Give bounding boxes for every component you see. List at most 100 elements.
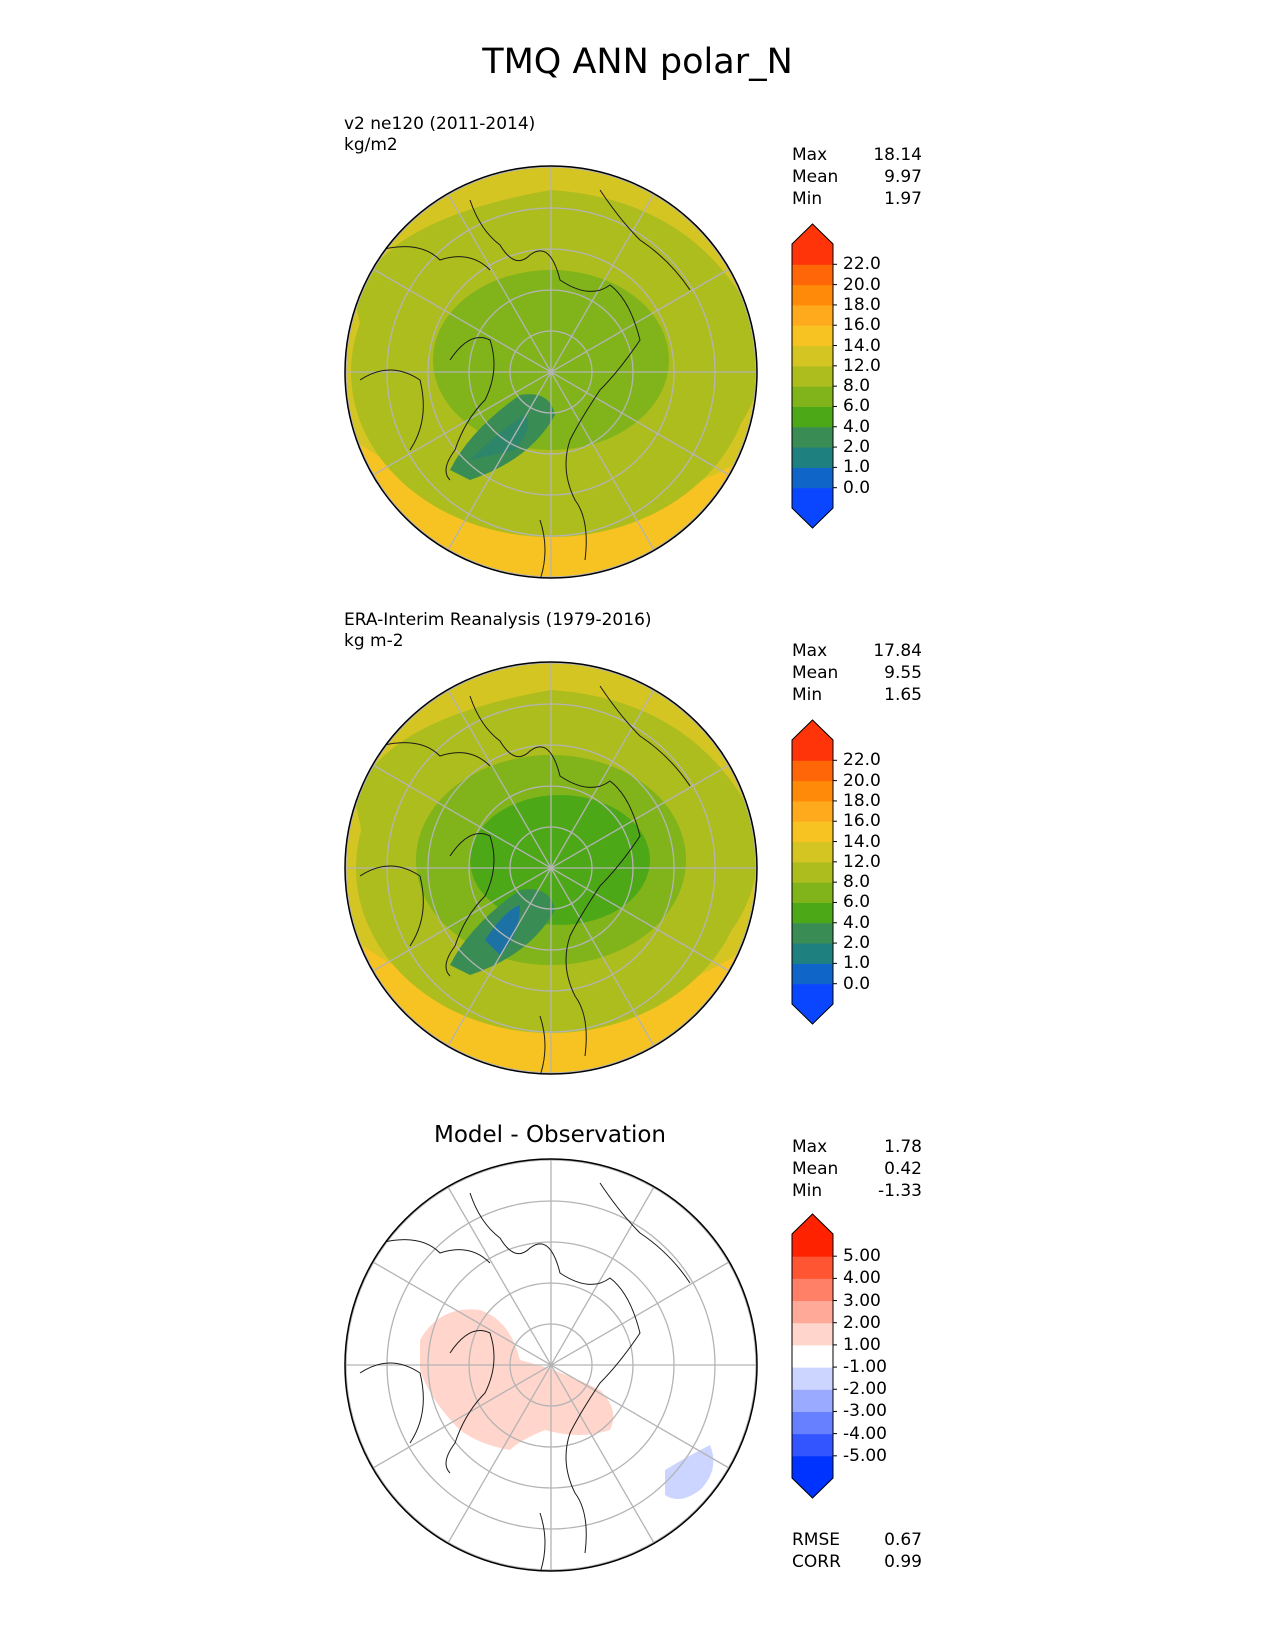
panel2-coastlines — [359, 685, 691, 1074]
colorbar-outline — [791, 1213, 834, 1499]
colorbar-extend-max — [792, 224, 833, 244]
colorbar-level — [792, 304, 833, 326]
colorbar-tick-label: 16.0 — [843, 315, 881, 336]
colorbar-level — [792, 821, 833, 843]
panel1-graticule — [345, 166, 757, 578]
colorbar-level — [792, 983, 833, 1005]
panel1-map — [344, 165, 758, 579]
colorbar-level — [792, 447, 833, 468]
colorbar-tick-label: 1.00 — [843, 1334, 881, 1355]
panel1-max: 18.14 — [873, 145, 922, 165]
panel2-case-name: ERA-Interim Reanalysis (1979-2016) — [344, 610, 652, 630]
colorbar-tick-label: 3.00 — [843, 1290, 881, 1311]
panel1-colorbar — [791, 223, 837, 529]
panel3-boundary — [344, 1158, 758, 1572]
colorbar-level — [792, 922, 833, 944]
corr-label: CORR — [792, 1552, 841, 1572]
colorbar-tick-label: 14.0 — [843, 335, 881, 356]
colorbar-tick-label: -3.00 — [843, 1401, 887, 1422]
panel3-map — [344, 1158, 758, 1572]
colorbar-level — [792, 943, 833, 964]
colorbar-level — [792, 325, 833, 347]
colorbar-tick-label: 2.00 — [843, 1312, 881, 1333]
colorbar-tick-label: 16.0 — [843, 811, 881, 832]
panel2-max: 17.84 — [873, 641, 922, 661]
panel1-mean-label: Mean — [792, 167, 839, 187]
colorbar-level — [792, 386, 833, 407]
colorbar-level — [792, 1433, 833, 1457]
colorbar-level — [792, 244, 833, 265]
colorbar-tick-label: 4.0 — [843, 416, 871, 437]
colorbar-tick-label: 18.0 — [843, 790, 881, 811]
panel3-coastlines — [359, 1182, 691, 1571]
colorbar-level — [792, 1278, 833, 1302]
colorbar-tick-label: 22.0 — [843, 750, 881, 771]
colorbar-level — [792, 841, 833, 863]
panel1-coastlines — [359, 189, 691, 578]
colorbar-level — [792, 1455, 833, 1479]
panel3-mean-label: Mean — [792, 1159, 839, 1179]
colorbar-level — [792, 1367, 833, 1390]
colorbar-tick-label: 4.0 — [843, 912, 871, 933]
colorbar-tick-label: 1.0 — [843, 457, 871, 478]
panel2-min-label: Min — [792, 685, 823, 705]
colorbar-level — [792, 1300, 833, 1324]
colorbar-tick-label: 2.0 — [843, 933, 871, 954]
panel1-mean: 9.97 — [884, 167, 922, 187]
panel2-graticule — [345, 662, 757, 1074]
panel1-max-label: Max — [792, 145, 828, 165]
panel2-mean: 9.55 — [884, 663, 922, 683]
colorbar-level — [792, 760, 833, 782]
colorbar-tick-label: -2.00 — [843, 1379, 887, 1400]
panel3-max: 1.78 — [884, 1137, 922, 1157]
figure-title: TMQ ANN polar_N — [482, 42, 793, 82]
colorbar-extend-max — [792, 1214, 833, 1234]
colorbar-level — [792, 1344, 833, 1368]
panel1-field — [345, 166, 757, 578]
colorbar-tick-label: -1.00 — [843, 1357, 887, 1378]
colorbar-tick-label: 6.0 — [843, 396, 871, 417]
colorbar-level — [792, 740, 833, 761]
colorbar-extend-min — [792, 508, 833, 528]
panel3-metrics: RMSE 0.67 CORR 0.99 — [792, 1529, 922, 1573]
colorbar-tick-label: 0.0 — [843, 973, 871, 994]
colorbar-level — [792, 406, 833, 428]
panel1-min: 1.97 — [884, 189, 922, 209]
colorbar-outline — [791, 223, 834, 529]
colorbar-tick-label: 18.0 — [843, 294, 881, 315]
panel2-map — [344, 661, 758, 1075]
colorbar-level — [792, 1322, 833, 1346]
colorbar-tick-label: 5.00 — [843, 1246, 881, 1267]
panel1-boundary — [344, 165, 758, 579]
colorbar-extend-min — [792, 1004, 833, 1024]
panel3-max-label: Max — [792, 1137, 828, 1157]
colorbar-level — [792, 284, 833, 306]
colorbar-level — [792, 467, 833, 489]
colorbar-tick-label: 12.0 — [843, 355, 881, 376]
colorbar-extend-max — [792, 720, 833, 740]
panel1-stats: Max 18.14 Mean 9.97 Min 1.97 — [792, 144, 922, 210]
panel3-graticule — [345, 1159, 757, 1571]
rmse-label: RMSE — [792, 1530, 841, 1550]
colorbar-tick-label: 6.0 — [843, 892, 871, 913]
colorbar-level — [792, 1234, 833, 1257]
colorbar-level — [792, 487, 833, 509]
colorbar-tick-label: -4.00 — [843, 1423, 887, 1444]
panel2-min: 1.65 — [884, 685, 922, 705]
rmse-value: 0.67 — [884, 1530, 922, 1550]
colorbar-extend-min — [792, 1478, 833, 1498]
colorbar-outline — [791, 719, 834, 1025]
colorbar-tick-label: 0.0 — [843, 477, 871, 498]
colorbar-level — [792, 1389, 833, 1412]
colorbar-level — [792, 426, 833, 448]
colorbar-tick-label: 2.0 — [843, 437, 871, 458]
panel3-mean: 0.42 — [884, 1159, 922, 1179]
colorbar-tick-label: 12.0 — [843, 851, 881, 872]
panel3-min: -1.33 — [878, 1181, 922, 1201]
colorbar-level — [792, 861, 833, 883]
colorbar-level — [792, 264, 833, 286]
colorbar-level — [792, 365, 833, 387]
panel2-mean-label: Mean — [792, 663, 839, 683]
colorbar-level — [792, 345, 833, 367]
